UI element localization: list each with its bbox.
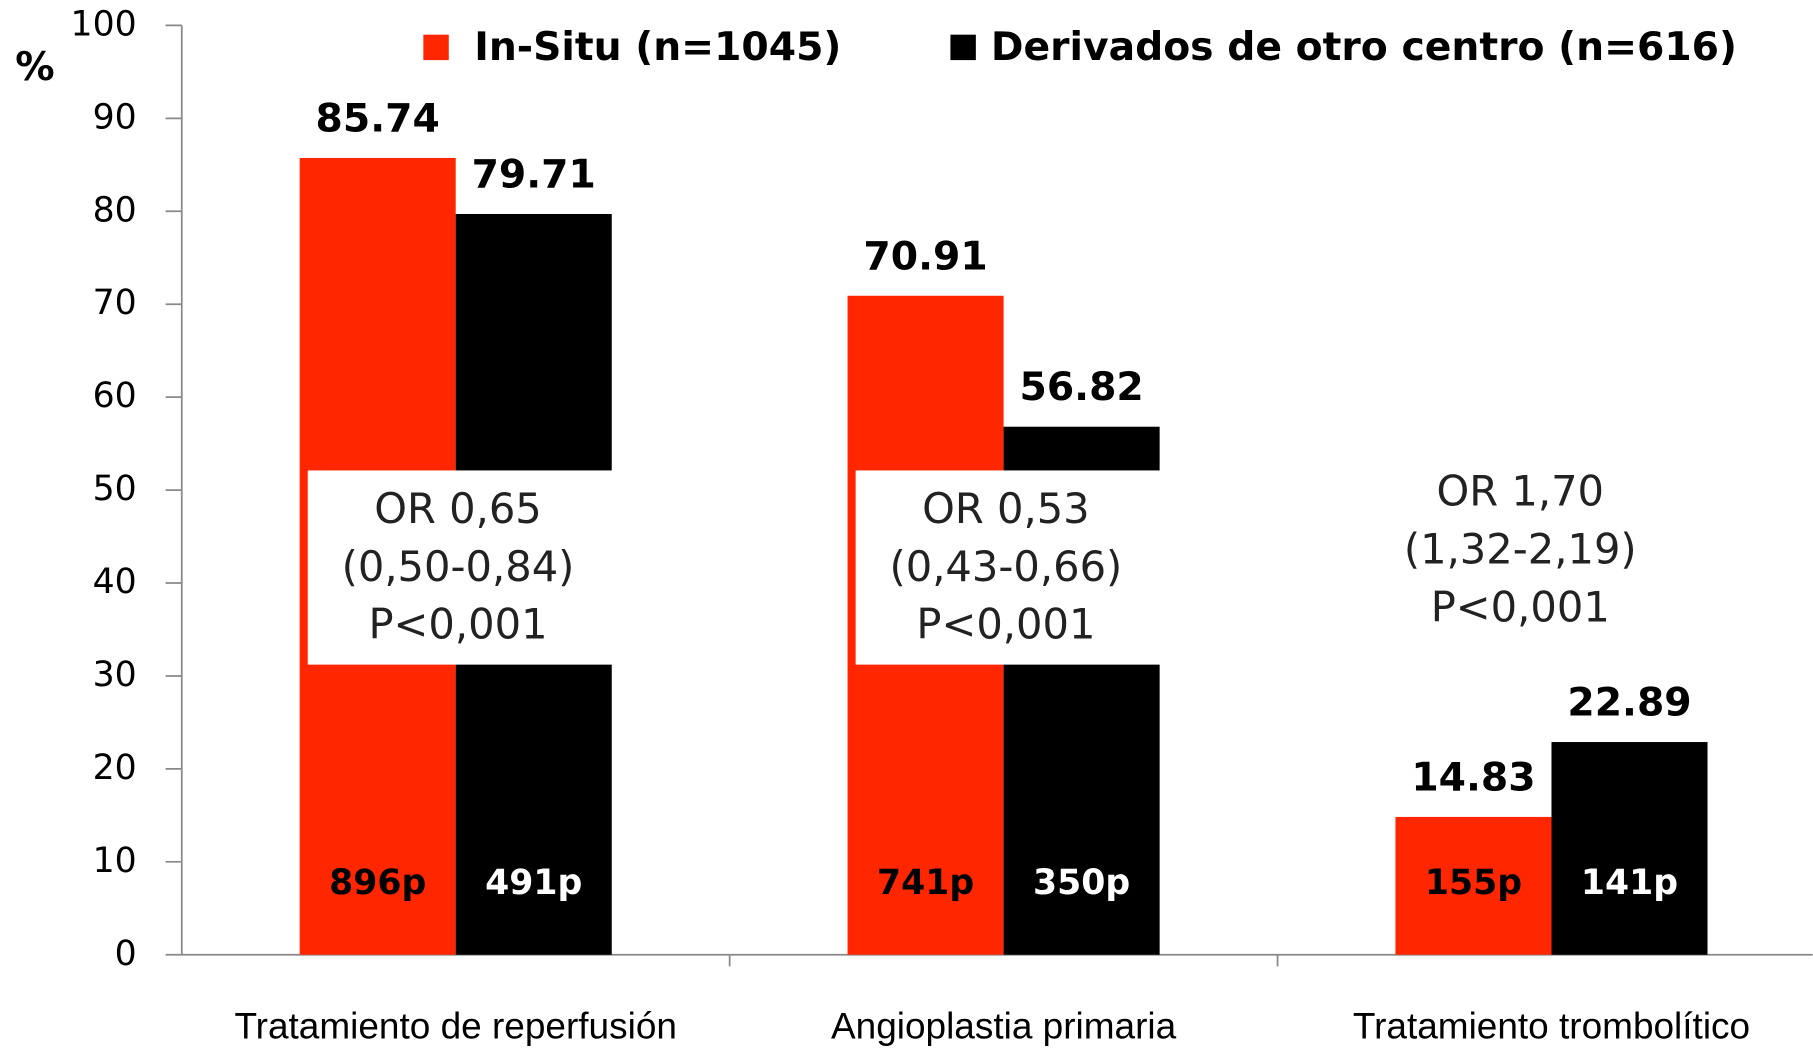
y-tick-label: 60 (93, 376, 137, 416)
count-label: 741p (877, 863, 974, 903)
y-tick-label: 0 (115, 934, 137, 974)
legend-label: In-Situ (n=1045) (474, 25, 841, 70)
y-tick-label: 50 (93, 469, 137, 509)
y-tick-label: 40 (93, 562, 137, 602)
count-label: 141p (1581, 863, 1678, 903)
bar (1395, 816, 1552, 955)
annotation: (1,32-2,19) (1404, 525, 1637, 574)
legend-label: Derivados de otro centro (n=616) (991, 25, 1737, 70)
annotation: (0,43-0,66) (890, 542, 1123, 591)
x-tick-label: Tratamiento trombolítico (1353, 1005, 1750, 1046)
annotation: OR 0,65 (374, 484, 542, 533)
annotation: OR 0,53 (922, 484, 1090, 533)
count-label: 155p (1425, 863, 1522, 903)
x-tick-label: Angioplastia primaria (831, 1005, 1177, 1046)
annotation-box (307, 470, 613, 665)
x-tick-label: Tratamiento de reperfusión (234, 1005, 676, 1046)
value-label: 14.83 (1411, 755, 1535, 800)
annotation-box (855, 470, 1161, 665)
annotation: P<0,001 (1431, 582, 1610, 631)
y-tick-label: 30 (93, 655, 137, 695)
value-label: 56.82 (1019, 365, 1143, 410)
value-label: 22.89 (1567, 681, 1691, 726)
count-label: 491p (485, 863, 582, 903)
y-tick-label: 20 (93, 748, 137, 788)
bar (1551, 742, 1708, 955)
annotation: P<0,001 (916, 600, 1095, 649)
value-label: 79.71 (472, 153, 596, 198)
y-axis-label: % (15, 45, 54, 90)
annotation: P<0,001 (368, 600, 547, 649)
count-label: 896p (329, 863, 426, 903)
value-label: 70.91 (863, 234, 987, 279)
y-tick-label: 80 (93, 190, 137, 230)
y-tick-label: 90 (93, 97, 137, 137)
legend-swatch (423, 34, 449, 61)
y-tick-label: 70 (93, 283, 137, 323)
count-label: 350p (1033, 863, 1130, 903)
y-tick-label: 10 (93, 841, 137, 881)
y-tick-label: 100 (71, 4, 137, 44)
annotation: OR 1,70 (1436, 467, 1604, 516)
legend-swatch (950, 34, 976, 61)
value-label: 85.74 (316, 96, 440, 141)
annotation: (0,50-0,84) (342, 542, 575, 591)
